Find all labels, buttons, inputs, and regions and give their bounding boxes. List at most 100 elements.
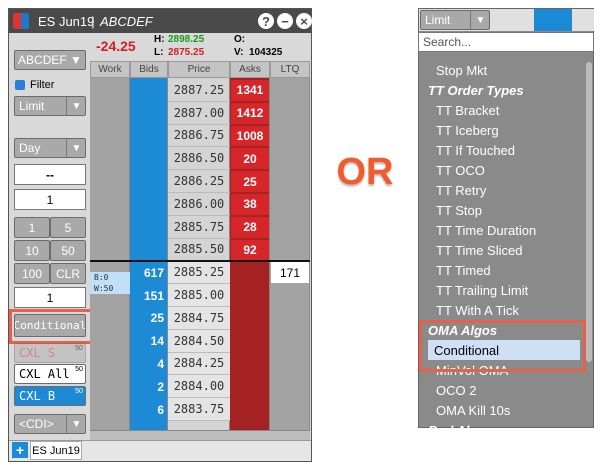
bid-cell: 14 [150,334,164,349]
separator: | [91,13,95,29]
price-cell: 2884.25 [168,352,230,376]
option[interactable]: TT With A Tick [436,302,519,318]
quantity-button[interactable]: 1 [14,217,50,238]
column-header: LTQ [270,61,310,78]
bid-cell: 6 [157,402,164,417]
order-type-select[interactable]: Limit [420,10,490,30]
change: -24.25 [96,38,136,54]
option[interactable]: TT Timed [436,262,491,278]
price-cell: 2885.75 [168,216,230,239]
footer [9,440,311,461]
quantity2-input[interactable]: 1 [14,287,86,308]
scrollbar [90,430,310,440]
option[interactable]: OMA Kill 10s [436,402,511,418]
option[interactable]: TT Time Duration [436,222,537,238]
tab[interactable]: ES Jun19 [30,441,82,460]
low: 2875.25 [168,47,205,58]
cancel-all-button[interactable]: CXL All [14,364,86,384]
ask-cell: 28 [231,216,269,238]
cancel-count: 50 [75,365,83,373]
cdi-select[interactable]: <CDI> [14,414,86,434]
conditional-button[interactable]: Conditional [14,314,86,337]
filter-checkbox[interactable] [15,80,25,90]
quantity-input[interactable]: 1 [14,189,86,210]
open-label: O: [234,34,246,45]
quantity-button[interactable]: 50 [50,240,86,261]
option-group: TT Order Types [428,82,524,98]
volume: 104325 [249,47,283,58]
option[interactable]: Stop Mkt [436,62,488,78]
ask-cell: 92 [231,239,269,261]
price-input[interactable]: -- [14,164,86,185]
quantity-button[interactable]: 10 [14,240,50,261]
high-label: H: [154,34,165,45]
option-group: Bnd Algo [424,420,574,429]
high: 2898.25 [168,34,205,45]
price-cell: 2885.25 [168,261,230,285]
option[interactable]: TT Trailing Limit [436,282,529,298]
highlight [9,309,93,344]
option[interactable]: OCO 2 [436,382,477,398]
bid-cell: 2 [157,379,164,394]
price-cell: 2885.00 [168,284,230,307]
cancel-buy-button[interactable]: CXL B [14,386,86,406]
price-cell: 2885.50 [168,239,230,262]
quantity-button[interactable]: 100 [14,263,50,284]
inside-market-line [90,260,310,263]
highlight [419,320,586,372]
price-cell: 2886.50 [168,147,230,171]
option[interactable]: TT Iceberg [436,122,499,138]
window-icon[interactable]: × [296,13,312,29]
ask-cell: 1412 [231,102,269,124]
price-cell: 2884.00 [168,375,230,399]
window-icon[interactable]: − [277,13,293,29]
symbol: ES Jun19 [38,13,94,29]
tif-select[interactable]: Day [14,138,86,158]
option[interactable]: TT OCO [436,162,485,178]
cancel-sell-button[interactable]: CXL S [14,343,86,363]
column-background [90,78,130,430]
add-tab-button[interactable]: + [12,442,28,458]
low-label: L: [154,47,164,58]
option[interactable]: TT Retry [436,182,487,198]
ltq-cell: 171 [271,262,309,284]
scrollbar-thumb [586,62,592,362]
option[interactable]: TT If Touched [436,142,516,158]
account-title: ABCDEF [100,13,153,29]
option-selected[interactable]: Conditional [428,340,580,360]
ask-cell: 1008 [231,125,269,147]
option[interactable]: TT Time Sliced [436,242,523,258]
option[interactable]: TT Stop [436,202,483,218]
ask-cell: 25 [231,171,269,192]
quantity-button[interactable]: 5 [50,217,86,238]
cancel-count: 50 [75,344,83,352]
quantity-button[interactable]: CLR [50,263,86,284]
cancel-count: 50 [75,387,83,395]
or-label: OR [336,150,394,193]
price-cell: 2886.75 [168,125,230,148]
volume-label: V: [234,47,244,58]
search-input[interactable]: Search... [418,32,594,52]
column-header: Bids [130,61,168,78]
blue-cell [534,9,572,31]
window-icon[interactable]: ? [258,13,274,29]
bid-cell: 617 [143,265,164,280]
price-cell: 2884.50 [168,329,230,353]
column-header: Price [168,61,230,78]
working-cell [90,272,130,295]
dropdown-list: Stop Mkt TT Order Types TT Bracket TT Icebe… [418,60,586,428]
dropdown-arrow: ▼ [66,96,86,116]
price-cell: 2887.25 [168,79,230,102]
working-sell: W:50 [94,284,114,294]
dropdown-arrow: ▼ [66,414,86,434]
bid-cell: 25 [150,311,164,326]
order-type-select[interactable]: Limit [14,96,86,116]
option-group: OMA Algos [428,322,498,338]
bid-cell: 151 [143,288,164,303]
price-cell: 2886.00 [168,193,230,216]
option[interactable]: TT Bracket [436,102,500,118]
price-cell: 2883.75 [168,398,230,421]
account-select[interactable]: ABCDEF ▼ [14,50,86,70]
ask-cell: 38 [231,194,269,215]
